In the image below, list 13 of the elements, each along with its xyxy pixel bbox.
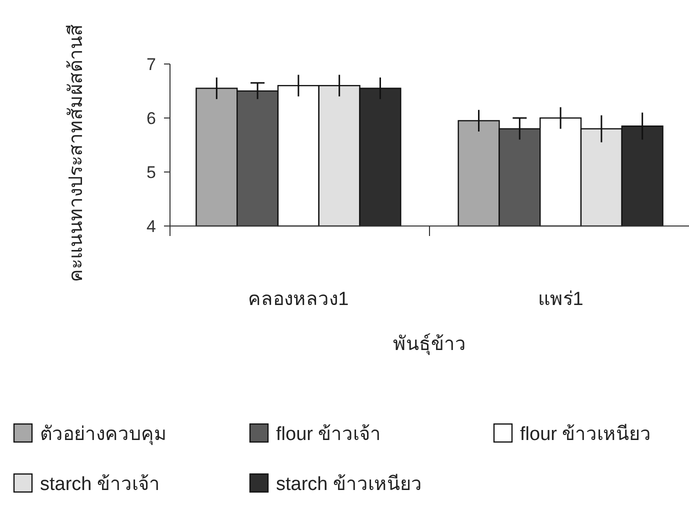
legend-label: ตัวอย่างควบคุม <box>40 424 167 446</box>
y-tick-label: 7 <box>146 54 156 74</box>
legend-label: flour ข้าวเหนียว <box>520 423 652 445</box>
legend-label: starch ข้าวเหนียว <box>276 473 422 495</box>
x-tick-label: แพร่1 <box>538 289 584 310</box>
x-axis-title: พันธุ์ข้าว <box>393 333 466 356</box>
y-tick-label: 5 <box>146 162 156 182</box>
legend-label: starch ข้าวเจ้า <box>40 474 160 495</box>
legend-label: flour ข้าวเจ้า <box>276 424 382 445</box>
x-tick-label: คลองหลวง1 <box>248 289 349 310</box>
y-tick-label: 4 <box>146 216 156 236</box>
y-tick-label: 6 <box>146 108 156 128</box>
y-axis-title: คะแนนทางประสาทสัมผัสด้านสี <box>65 24 87 282</box>
